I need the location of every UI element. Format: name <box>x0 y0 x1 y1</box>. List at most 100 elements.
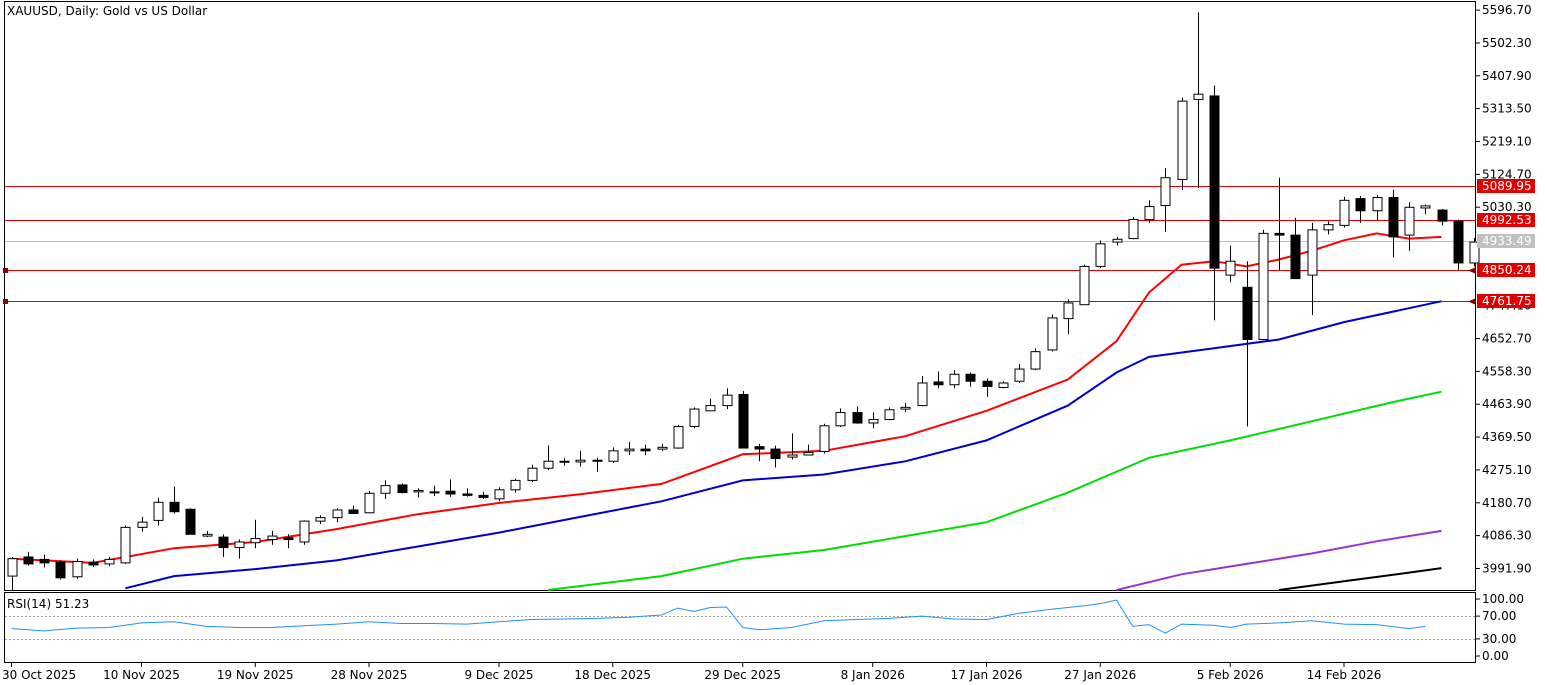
candle <box>917 376 928 407</box>
candle <box>1437 209 1448 226</box>
candle-body <box>1372 197 1383 212</box>
candle-body <box>1469 241 1480 264</box>
time-tick-label: 17 Jan 2026 <box>951 668 1023 682</box>
candle <box>624 442 635 456</box>
time-tick-label: 8 Jan 2026 <box>841 668 905 682</box>
candle <box>1030 348 1041 371</box>
candle <box>884 407 895 421</box>
candle <box>1453 219 1464 270</box>
price-tick-label: 5313.50 <box>1482 102 1532 116</box>
candle <box>933 371 944 389</box>
candle <box>120 525 131 564</box>
candle <box>705 398 716 412</box>
candle-body <box>900 406 911 410</box>
candle-body <box>7 558 18 577</box>
candle <box>1209 85 1220 321</box>
candle <box>657 443 668 451</box>
candle-body <box>835 412 846 427</box>
time-tick-label: 30 Oct 2025 <box>2 668 76 682</box>
candle <box>234 539 245 559</box>
candle-body <box>1339 199 1350 226</box>
candle-body <box>429 491 440 494</box>
candle <box>1323 221 1334 235</box>
candle-body <box>592 459 603 462</box>
candle-body <box>608 450 619 462</box>
candle-body <box>770 448 781 459</box>
rsi-tick-label: 100.00 <box>1482 592 1524 606</box>
rsi-tick-label: 0.00 <box>1482 649 1509 663</box>
candle <box>770 445 781 468</box>
candle <box>478 491 489 499</box>
price-tick-label: 5030.30 <box>1482 200 1532 214</box>
candle-body <box>1307 229 1318 276</box>
rsi-label: RSI(14) 51.23 <box>7 597 90 611</box>
ma-line-purple <box>1116 529 1442 591</box>
candle <box>494 487 505 502</box>
candle <box>982 378 993 397</box>
price-tick-label: 4463.90 <box>1482 397 1532 411</box>
candle-body <box>1388 197 1399 238</box>
candle-body <box>478 494 489 498</box>
ma-line-black <box>1278 567 1442 591</box>
candle <box>445 479 456 497</box>
candle-body <box>673 425 684 449</box>
candle-body <box>965 373 976 382</box>
candle-body <box>1274 232 1285 236</box>
candle-body <box>1047 317 1058 351</box>
candle-body <box>137 521 148 528</box>
candle <box>315 515 326 524</box>
candle <box>250 519 261 549</box>
candle-body <box>1290 234 1301 280</box>
time-tick-label: 19 Nov 2025 <box>217 668 294 682</box>
candle <box>949 370 960 389</box>
candle-body <box>1030 351 1041 370</box>
level-label-bg <box>1477 294 1535 308</box>
candle-body <box>998 382 1009 389</box>
candle <box>787 433 798 460</box>
price-tick-label: 4180.70 <box>1482 496 1532 510</box>
candle <box>413 488 424 498</box>
candle <box>738 390 749 449</box>
level-marker <box>3 299 8 304</box>
candle-body <box>543 460 554 469</box>
candle <box>1355 196 1366 223</box>
price-tick-label: 4558.30 <box>1482 364 1532 378</box>
level-arrow <box>1468 298 1475 305</box>
candle-body <box>1453 220 1464 264</box>
candle-body <box>494 489 505 500</box>
level-label-bg <box>1477 234 1535 248</box>
candle <box>819 423 830 454</box>
candle <box>23 551 34 566</box>
candle-body <box>933 381 944 386</box>
horizontal-levels <box>3 186 1476 305</box>
candle-body <box>982 380 993 387</box>
price-tick-label: 4086.30 <box>1482 529 1532 543</box>
candle <box>868 412 879 429</box>
candle <box>267 530 278 545</box>
candle <box>88 559 99 568</box>
candle <box>1079 264 1090 306</box>
time-tick-label: 28 Nov 2025 <box>331 668 408 682</box>
candle <box>462 488 473 497</box>
candle-body <box>55 561 66 579</box>
candle <box>852 406 863 424</box>
candle <box>1047 314 1058 352</box>
candle <box>1225 245 1236 283</box>
candle <box>185 508 196 535</box>
candle <box>1177 97 1188 190</box>
price-tick-label: 5124.70 <box>1482 167 1532 181</box>
level-label: 5089.95 <box>1482 179 1532 193</box>
candle <box>7 556 18 590</box>
rsi-line <box>11 599 1426 634</box>
candle <box>543 445 554 470</box>
candle-body <box>397 484 408 494</box>
chart-title: XAUUSD, Daily: Gold vs US Dollar <box>7 4 208 18</box>
level-marker <box>3 268 8 273</box>
candle-body <box>722 394 733 407</box>
candle <box>754 443 765 462</box>
candle <box>137 516 148 532</box>
candle <box>397 483 408 494</box>
candle <box>1063 299 1074 335</box>
candle-body <box>803 452 814 456</box>
